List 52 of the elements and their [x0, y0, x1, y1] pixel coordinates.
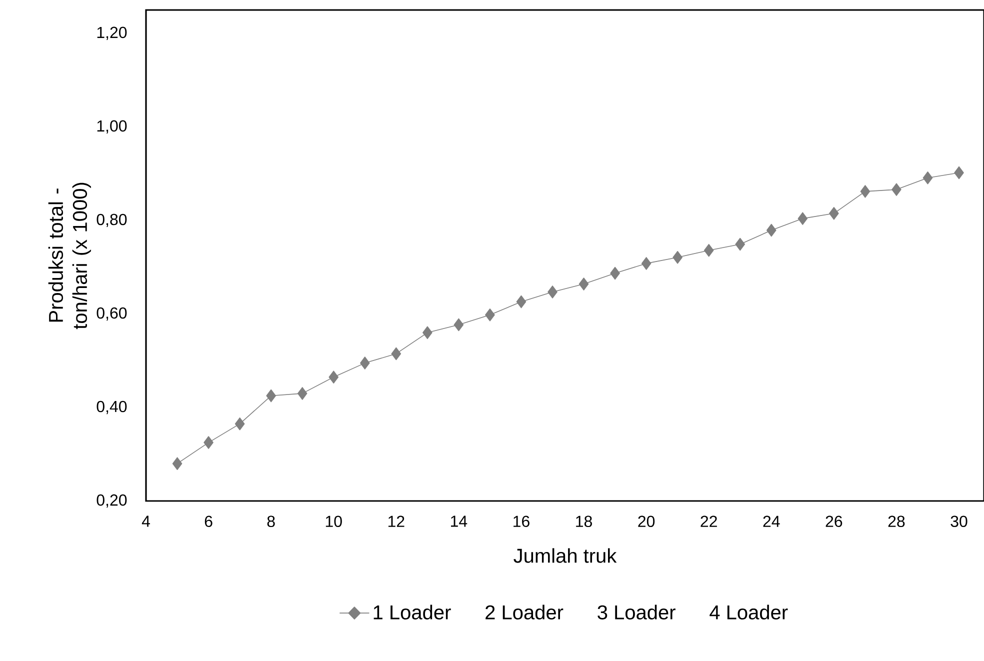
y-tick-label: 0,20: [96, 494, 127, 508]
point: [892, 183, 902, 196]
y-tick-label: 0,40: [96, 400, 127, 414]
y-tick-label: 0,80: [96, 214, 127, 228]
x-tick-label: 30: [950, 516, 968, 528]
point: [954, 166, 964, 180]
point: [204, 436, 214, 449]
point: [391, 347, 402, 360]
point: [485, 308, 495, 322]
point: [422, 326, 432, 340]
point: [516, 295, 526, 308]
point: [610, 266, 620, 280]
x-tick-label: 6: [204, 516, 212, 528]
text: 2 Loader: [486, 604, 564, 620]
point: [297, 387, 308, 400]
point: [578, 278, 589, 290]
point: [266, 389, 276, 402]
x-tick-label: 28: [888, 516, 905, 528]
x-tick-label: 10: [326, 516, 342, 528]
x-tick-label: 12: [388, 516, 404, 527]
point: [922, 171, 933, 184]
point: [704, 244, 714, 257]
point: [172, 457, 182, 470]
x-tick-label: 18: [576, 516, 592, 528]
text: 4 Loader: [710, 604, 788, 620]
point: [798, 212, 808, 225]
y-axis-title: Produksi total - ton/hari (x 1000): [48, 182, 91, 330]
x-tick-label: 14: [451, 516, 468, 527]
point: [454, 318, 464, 332]
text: 3 Loader: [598, 604, 676, 620]
point: [766, 224, 776, 237]
point: [548, 286, 558, 298]
point: [328, 370, 339, 384]
x-tick-label: 26: [826, 516, 842, 528]
legend-label: 1 Loader: [374, 604, 451, 620]
point: [234, 417, 245, 430]
point: [360, 356, 370, 370]
y-tick-label: 0,60: [96, 307, 127, 321]
point: [641, 257, 652, 270]
x-tick-label: 22: [700, 516, 717, 527]
point: [672, 250, 682, 264]
x-axis-title: Jumlah truk: [514, 548, 617, 563]
x-tick-label: 4: [142, 516, 150, 527]
x-tick-label: 8: [267, 516, 275, 528]
x-tick-label: 20: [638, 516, 655, 528]
y-tick-label: 1,00: [97, 120, 127, 134]
x-tick-label: 24: [763, 516, 780, 527]
x-tick-label: 16: [514, 516, 530, 528]
point: [829, 207, 839, 220]
y-tick-label: 1,20: [97, 26, 127, 40]
point: [860, 185, 870, 198]
point: [735, 238, 746, 251]
